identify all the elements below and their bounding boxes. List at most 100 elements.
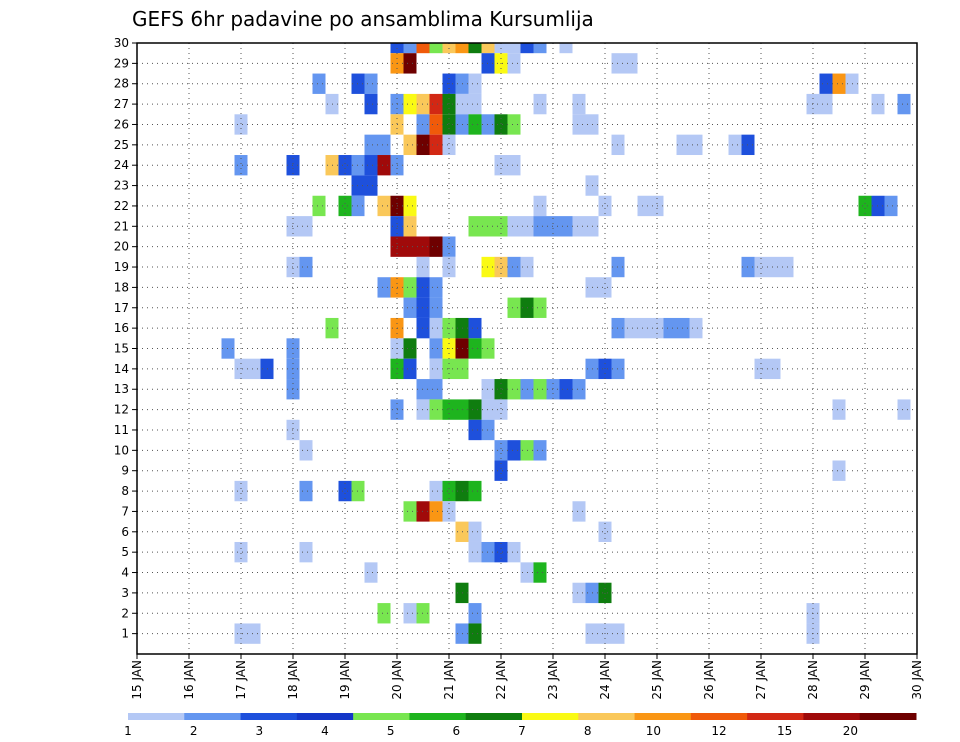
heatmap-cell xyxy=(494,460,508,481)
y-tick-label: 4 xyxy=(121,566,129,580)
heatmap-cell xyxy=(494,256,508,278)
y-tick-label: 17 xyxy=(114,301,129,315)
y-tick-label: 12 xyxy=(114,403,129,417)
heatmap-cell xyxy=(494,155,508,176)
heatmap-cell xyxy=(403,93,417,115)
heatmap-cell xyxy=(494,541,508,563)
heatmap-cell xyxy=(897,93,911,115)
heatmap-cell xyxy=(507,53,521,74)
heatmap-cell xyxy=(468,521,482,542)
colorbar-segment xyxy=(465,713,523,720)
heatmap-cell xyxy=(533,379,547,400)
heatmap-cell xyxy=(468,114,482,135)
y-tick-label: 19 xyxy=(114,260,129,274)
colorbar-segment xyxy=(522,713,579,720)
heatmap-cell xyxy=(481,43,495,54)
y-tick-label: 3 xyxy=(121,586,129,600)
heatmap-cell xyxy=(507,256,521,278)
colorbar-segment xyxy=(634,713,692,720)
heatmap-cell xyxy=(429,358,443,380)
x-tick-label: 23 JAN xyxy=(546,660,560,700)
heatmap-cell xyxy=(429,277,443,298)
colorbar-segment xyxy=(184,713,242,720)
colorbar-segment xyxy=(859,713,917,720)
heatmap-cell xyxy=(442,480,456,502)
heatmap-cell xyxy=(507,155,521,176)
colorbar-label: 6 xyxy=(453,724,461,738)
heatmap-cell xyxy=(403,277,417,298)
heatmap-cell xyxy=(507,216,521,237)
x-tick-label: 19 JAN xyxy=(338,660,352,700)
x-tick-label: 26 JAN xyxy=(702,660,716,700)
heatmap-cell xyxy=(533,93,547,115)
heatmap-cell xyxy=(442,134,456,156)
colorbar: 1 2 3 4 5 6 7 8 10 12 15 20 xyxy=(124,713,917,738)
heatmap-cell xyxy=(364,93,378,115)
colorbar-label: 20 xyxy=(843,724,858,738)
heatmap-cells xyxy=(221,43,911,644)
y-tick-label: 7 xyxy=(121,504,129,518)
y-axis-ticks: 1234567891011121314151617181920212223242… xyxy=(114,36,137,641)
y-tick-label: 29 xyxy=(114,56,129,70)
heatmap-cell xyxy=(624,317,638,339)
heatmap-cell xyxy=(442,501,456,522)
x-tick-label: 29 JAN xyxy=(858,660,872,700)
heatmap-cell xyxy=(572,379,586,400)
heatmap-cell xyxy=(507,297,521,318)
heatmap-cell xyxy=(299,256,313,278)
y-tick-label: 18 xyxy=(114,280,129,294)
heatmap-cell xyxy=(507,541,521,563)
heatmap-cell xyxy=(494,399,508,420)
heatmap-cell xyxy=(403,297,417,318)
y-tick-label: 8 xyxy=(121,484,129,498)
heatmap-cell xyxy=(767,256,781,278)
heatmap-cell xyxy=(468,317,482,339)
heatmap-cell xyxy=(429,317,443,339)
heatmap-cell xyxy=(403,236,417,257)
heatmap-cell xyxy=(442,114,456,135)
colorbar-segment xyxy=(690,713,748,720)
heatmap-cell xyxy=(429,236,443,257)
y-tick-label: 22 xyxy=(114,199,129,213)
heatmap-cell xyxy=(494,114,508,135)
heatmap-cell xyxy=(468,73,482,94)
heatmap-cell xyxy=(468,541,482,563)
heatmap-cell xyxy=(299,541,313,563)
heatmap-cell xyxy=(533,216,547,237)
heatmap-cell xyxy=(728,134,742,156)
grid-lines xyxy=(137,42,917,654)
colorbar-label: 4 xyxy=(321,724,329,738)
heatmap-cell xyxy=(624,53,638,74)
heatmap-cell xyxy=(767,358,781,380)
y-tick-label: 27 xyxy=(114,97,129,111)
colorbar-segment xyxy=(353,713,410,720)
colorbar-segment xyxy=(747,713,804,720)
heatmap-cell xyxy=(416,43,430,54)
heatmap-cell xyxy=(468,603,482,624)
heatmap-cell xyxy=(299,480,313,502)
heatmap-cell xyxy=(364,175,378,196)
heatmap-cell xyxy=(403,501,417,522)
heatmap-cell xyxy=(572,216,586,237)
heatmap-cell xyxy=(247,358,261,380)
heatmap-cell xyxy=(468,623,482,644)
heatmap-cell xyxy=(533,297,547,318)
heatmap-cell xyxy=(819,73,833,94)
heatmap-cell xyxy=(364,155,378,176)
y-tick-label: 1 xyxy=(121,627,129,641)
heatmap-cell xyxy=(572,582,586,604)
y-tick-label: 10 xyxy=(114,443,129,457)
heatmap-cell xyxy=(572,93,586,115)
x-tick-label: 30 JAN xyxy=(910,660,924,700)
y-tick-label: 30 xyxy=(114,36,129,50)
heatmap-cell xyxy=(455,43,469,54)
heatmap-cell xyxy=(468,216,482,237)
colorbar-label: 3 xyxy=(256,724,264,738)
heatmap-cell xyxy=(468,480,482,502)
heatmap-cell xyxy=(429,399,443,420)
heatmap-cell xyxy=(598,521,612,542)
heatmap-cell xyxy=(403,603,417,624)
colorbar-label: 12 xyxy=(711,724,726,738)
x-tick-label: 21 JAN xyxy=(442,660,456,700)
heatmap-cell xyxy=(364,562,378,583)
